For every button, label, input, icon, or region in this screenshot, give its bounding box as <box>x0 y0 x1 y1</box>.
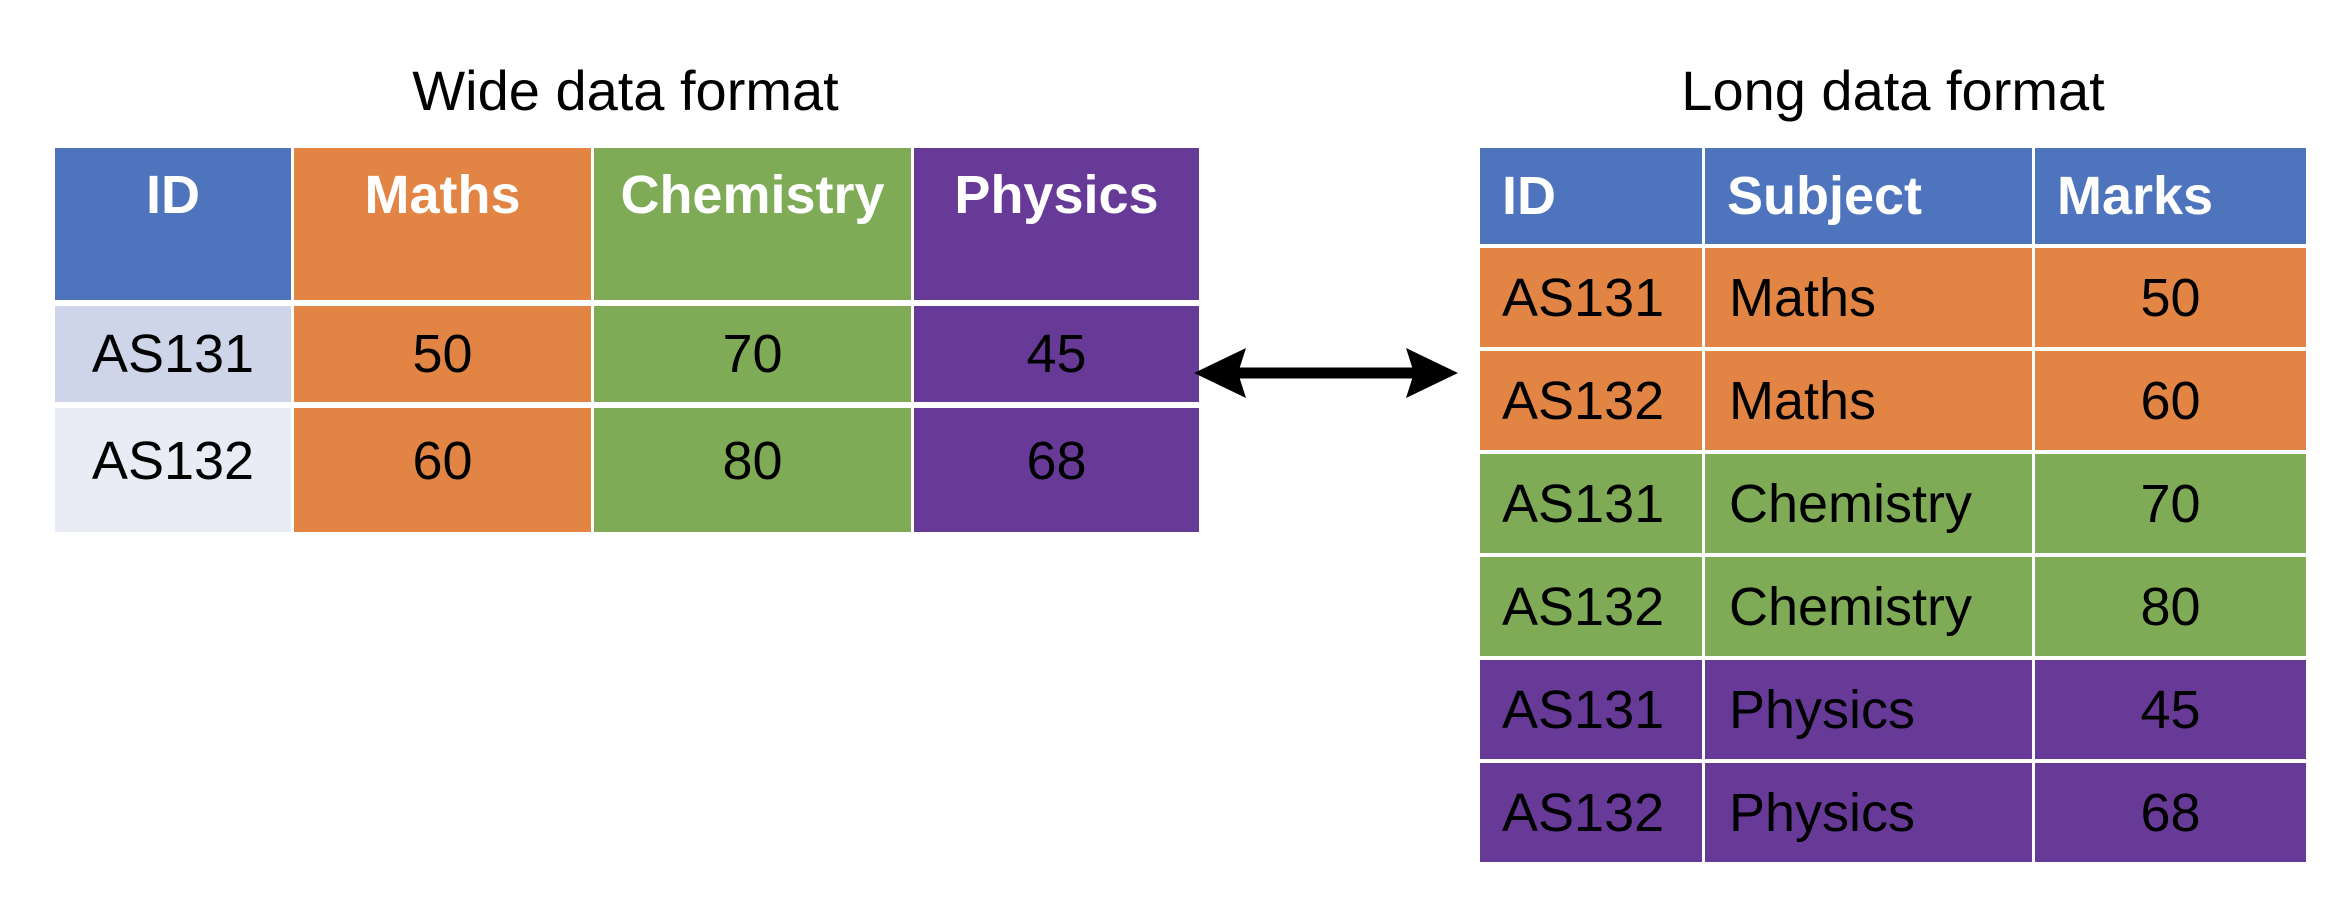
long-cell-marks: 68 <box>2035 763 2306 862</box>
long-table-title: Long data format <box>1681 59 2105 122</box>
long-cell-id: AS131 <box>1480 660 1702 759</box>
long-cell-subject: Maths <box>1705 248 2032 347</box>
wide-cell-physics: 68 <box>914 408 1199 532</box>
long-data-table: ID Subject Marks AS131 Maths 50 AS132 Ma… <box>1480 148 2306 862</box>
wide-header-id: ID <box>55 148 291 300</box>
long-header-marks: Marks <box>2035 148 2306 244</box>
long-cell-id: AS131 <box>1480 454 1702 553</box>
wide-header-chemistry: Chemistry <box>594 148 911 300</box>
wide-cell-chemistry: 80 <box>594 408 911 532</box>
wide-cell-id: AS131 <box>55 306 291 402</box>
long-cell-subject: Chemistry <box>1705 557 2032 656</box>
long-cell-marks: 70 <box>2035 454 2306 553</box>
long-cell-marks: 50 <box>2035 248 2306 347</box>
wide-cell-id: AS132 <box>55 408 291 532</box>
long-cell-marks: 60 <box>2035 351 2306 450</box>
wide-cell-maths: 50 <box>294 306 591 402</box>
wide-table-title: Wide data format <box>412 59 839 122</box>
wide-cell-maths: 60 <box>294 408 591 532</box>
long-cell-id: AS131 <box>1480 248 1702 347</box>
long-cell-subject: Maths <box>1705 351 2032 450</box>
long-cell-id: AS132 <box>1480 351 1702 450</box>
long-cell-marks: 80 <box>2035 557 2306 656</box>
long-cell-id: AS132 <box>1480 763 1702 862</box>
wide-data-table: ID Maths Chemistry Physics AS131 50 70 4… <box>55 148 1199 533</box>
wide-header-maths: Maths <box>294 148 591 300</box>
wide-cell-chemistry: 70 <box>594 306 911 402</box>
long-cell-marks: 45 <box>2035 660 2306 759</box>
long-cell-id: AS132 <box>1480 557 1702 656</box>
double-headed-arrow-icon <box>1194 348 1458 398</box>
long-header-subject: Subject <box>1705 148 2032 244</box>
long-cell-subject: Chemistry <box>1705 454 2032 553</box>
long-header-id: ID <box>1480 148 1702 244</box>
long-cell-subject: Physics <box>1705 763 2032 862</box>
wide-header-physics: Physics <box>914 148 1199 300</box>
wide-cell-physics: 45 <box>914 306 1199 402</box>
long-cell-subject: Physics <box>1705 660 2032 759</box>
